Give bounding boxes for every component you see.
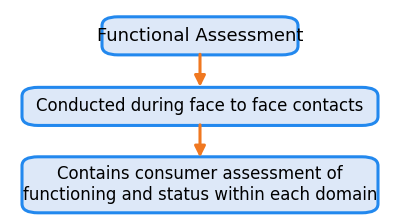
FancyBboxPatch shape [22, 157, 378, 213]
Text: Contains consumer assessment of
functioning and status within each domain: Contains consumer assessment of function… [23, 165, 377, 204]
FancyBboxPatch shape [102, 17, 298, 55]
Text: Conducted during face to face contacts: Conducted during face to face contacts [36, 97, 364, 115]
FancyBboxPatch shape [22, 87, 378, 125]
Text: Functional Assessment: Functional Assessment [97, 27, 303, 45]
